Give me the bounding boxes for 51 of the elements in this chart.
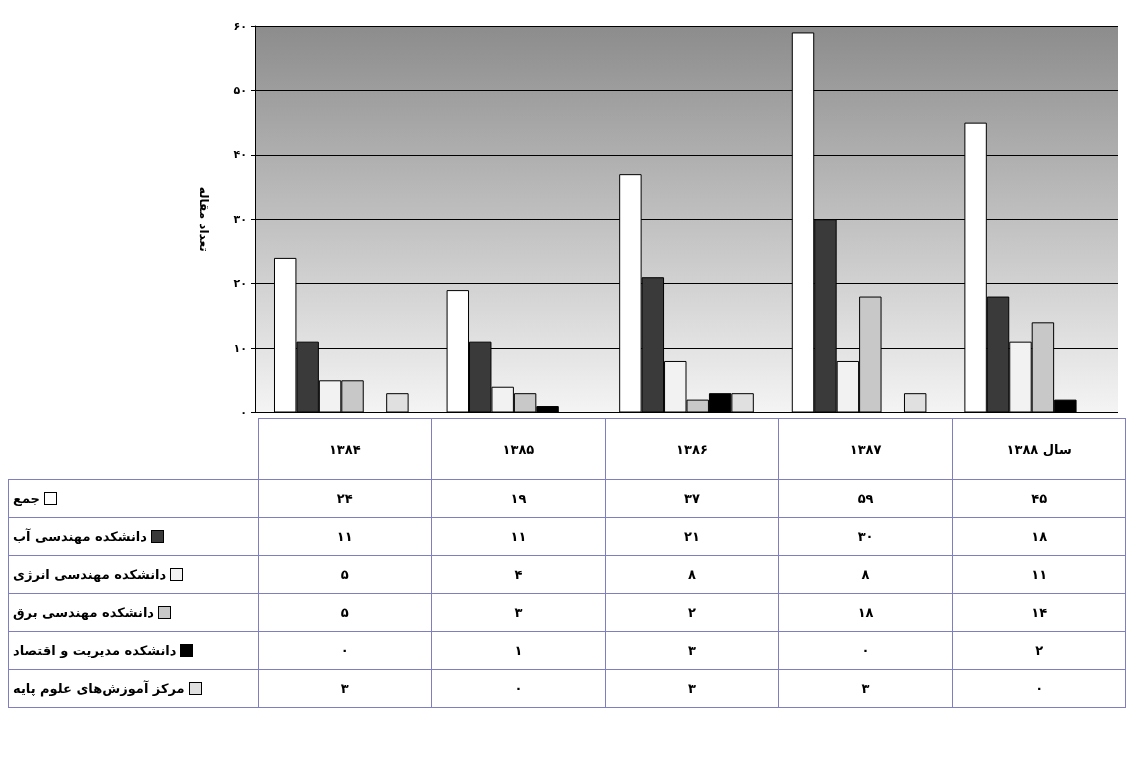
data-label: ۵ — [258, 555, 432, 594]
data-label: ۲۱ — [605, 517, 779, 556]
data-label: ۸ — [605, 555, 779, 594]
legend-label: جمع — [13, 491, 40, 506]
legend-label: دانشکده مدیریت و اقتصاد — [13, 643, 177, 658]
x-tick-label: ۱۳۸۴ — [258, 418, 432, 480]
x-tick-label: ۱۳۸۶ — [605, 418, 779, 480]
data-label: ۳ — [431, 593, 606, 632]
data-label: ۳ — [605, 669, 779, 708]
y-tick-label: ۳۰ — [233, 212, 247, 226]
data-label: ۱۸ — [952, 517, 1126, 556]
y-tick-label: ۰ — [240, 406, 247, 419]
y-tick-label: ۶۰ — [233, 19, 247, 33]
data-label: ۱ — [431, 631, 606, 670]
data-label: ۱۹ — [431, 479, 606, 518]
data-label: ۳ — [605, 631, 779, 670]
data-label: ۱۴ — [952, 593, 1126, 632]
data-label: ۳۷ — [605, 479, 779, 518]
data-label: ۲ — [952, 631, 1126, 670]
data-label: ۲ — [605, 593, 779, 632]
legend-label: دانشکده مهندسی انرژی — [13, 567, 167, 582]
x-tick-label: ۱۳۸۵ — [431, 418, 606, 480]
data-label: ۳۰ — [778, 517, 953, 556]
data-label: ۱۱ — [258, 517, 432, 556]
data-label: ۳ — [258, 669, 432, 708]
data-label: ۰ — [778, 631, 953, 670]
legend-label: مرکز آموزش‌های علوم پایه — [13, 681, 185, 696]
legend-label: دانشکده مهندسی برق — [13, 605, 155, 620]
y-axis-title: تعداد مقاله — [197, 186, 211, 252]
x-tick-label: ۱۳۸۷ — [778, 418, 953, 480]
data-label: ۳ — [778, 669, 953, 708]
y-tick-label: ۲۰ — [233, 277, 247, 291]
data-label: ۱۱ — [952, 555, 1126, 594]
data-label: ۲۴ — [258, 479, 432, 518]
y-tick-label: ۱۰ — [233, 341, 247, 355]
x-tick-label: سال ۱۳۸۸ — [952, 418, 1126, 480]
data-label: ۴ — [431, 555, 606, 594]
data-label: ۰ — [952, 669, 1126, 708]
data-label: ۰ — [258, 631, 432, 670]
data-label: ۵۹ — [778, 479, 953, 518]
data-label: ۸ — [778, 555, 953, 594]
data-label: ۱۸ — [778, 593, 953, 632]
bar — [903, 393, 927, 413]
data-label: ۵ — [258, 593, 432, 632]
data-label: ۰ — [431, 669, 606, 708]
y-tick-label: ۵۰ — [233, 83, 247, 97]
y-tick-label: ۴۰ — [233, 148, 247, 162]
data-label: ۴۵ — [952, 479, 1126, 518]
bar — [386, 393, 409, 413]
legend-label: دانشکده مهندسی آب — [13, 529, 147, 544]
data-label: ۱۱ — [431, 517, 606, 556]
